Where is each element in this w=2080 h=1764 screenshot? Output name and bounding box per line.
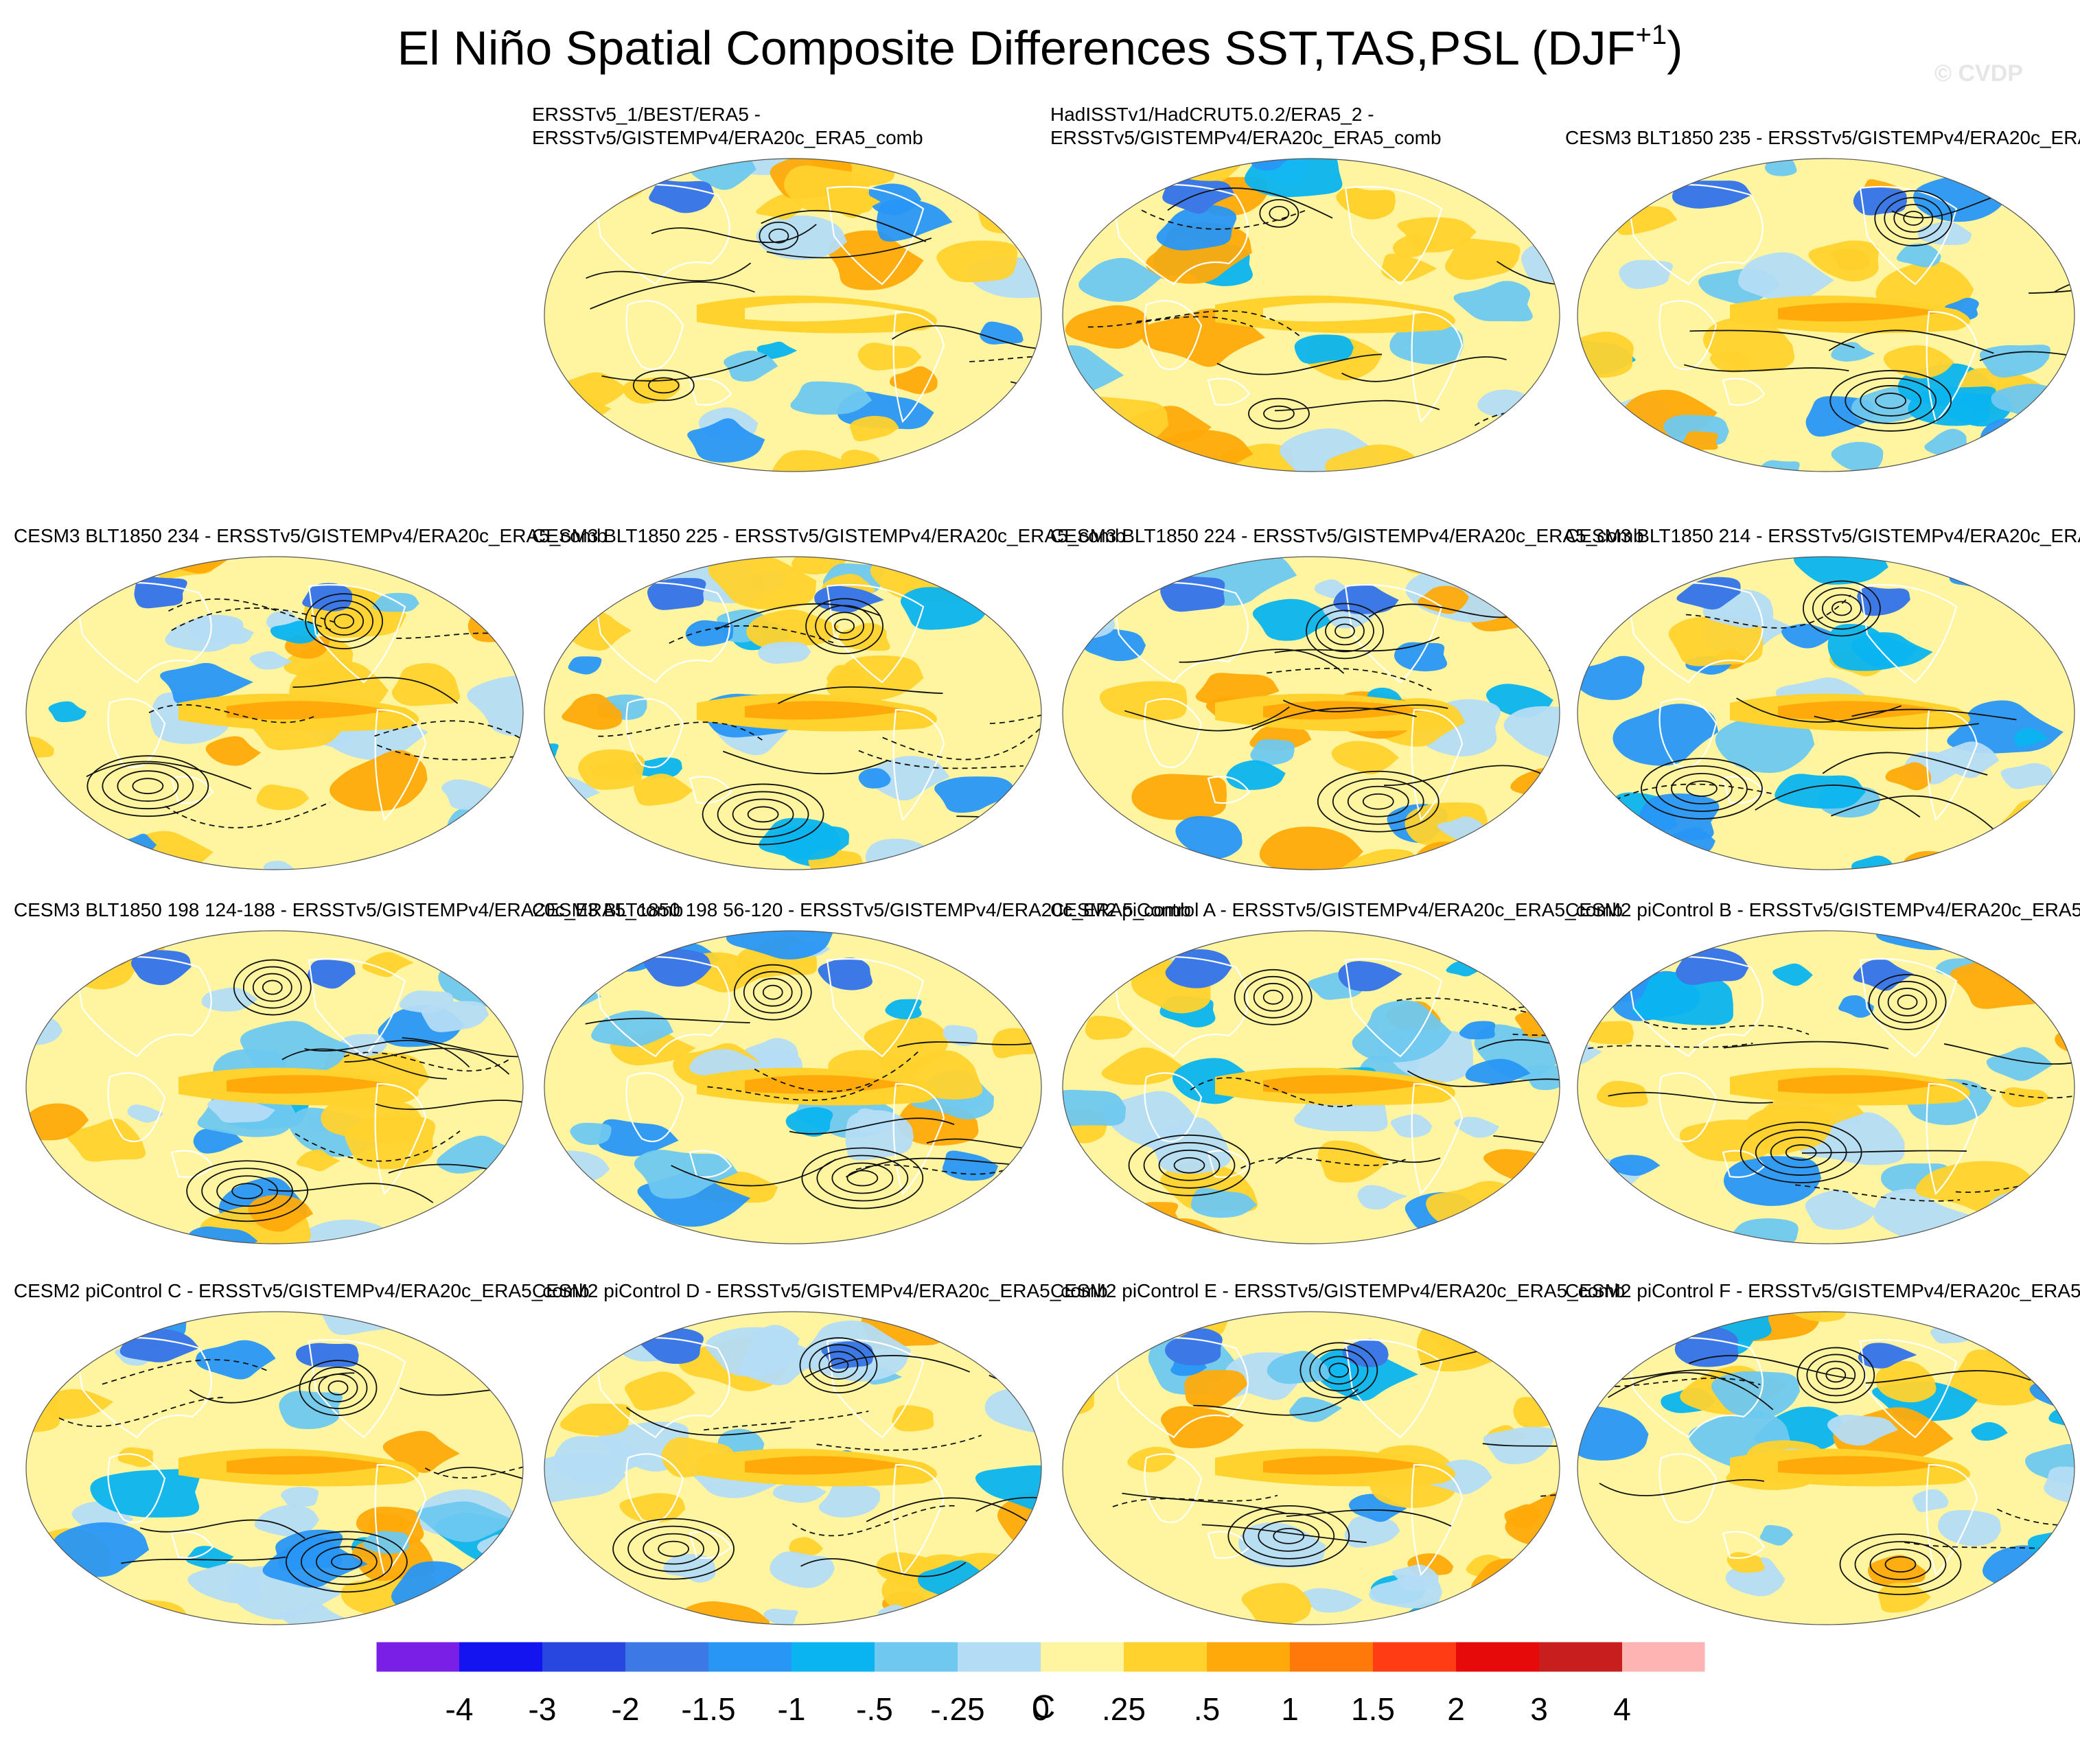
title-close: ) <box>1667 21 1683 75</box>
robinson-map <box>1577 930 2075 1244</box>
colorbar-swatch <box>625 1642 708 1672</box>
panel-title: CESM3 BLT1850 214 - ERSSTv5/GISTEMPv4/ER… <box>1565 524 2080 548</box>
panel-title-line: ERSSTv5/GISTEMPv4/ERA20c_ERA5_comb <box>1050 127 1442 148</box>
colorbar-tick-label: -2 <box>612 1691 640 1727</box>
colorbar-swatch <box>1290 1642 1373 1672</box>
map-panel: CESM3 BLT1850 234 - ERSSTv5/GISTEMPv4/ER… <box>14 501 608 872</box>
title-superscript: +1 <box>1635 20 1667 50</box>
colorbar-tick-label: -4 <box>446 1691 474 1727</box>
colorbar-swatch <box>376 1642 459 1672</box>
map-panel: CESM3 BLT1850 224 - ERSSTv5/GISTEMPv4/ER… <box>1050 501 1644 872</box>
map-panel: CESM2 piControl F - ERSSTv5/GISTEMPv4/ER… <box>1565 1256 2080 1627</box>
colorbar-swatch <box>791 1642 875 1672</box>
panel-title: CESM3 BLT1850 225 - ERSSTv5/GISTEMPv4/ER… <box>532 524 1126 548</box>
colorbar-tick-label: 4 <box>1613 1691 1631 1727</box>
cvdp-watermark: © CVDP <box>1934 60 2023 86</box>
colorbar-swatch <box>1041 1642 1124 1672</box>
map-panel: ERSSTv5_1/BEST/ERA5 - ERSSTv5/GISTEMPv4/E… <box>532 103 1054 474</box>
panel-title-line: CESM3 BLT1850 198 124-188 - ERSSTv5/GIST… <box>14 899 684 920</box>
figure-title: El Niño Spatial Composite Differences SS… <box>0 19 2080 77</box>
colorbar-swatch <box>1373 1642 1456 1672</box>
map-panel: CESM2 piControl D - ERSSTv5/GISTEMPv4/ER… <box>532 1256 1108 1627</box>
robinson-map <box>1062 158 1560 472</box>
colorbar-tick-label: .25 <box>1102 1691 1146 1727</box>
map-panel: CESM2 piControl A - ERSSTv5/GISTEMPv4/ER… <box>1050 875 1623 1246</box>
colorbar-swatch <box>542 1642 625 1672</box>
robinson-map <box>544 158 1042 472</box>
map-panel: CESM2 piControl E - ERSSTv5/GISTEMPv4/ER… <box>1050 1256 1625 1627</box>
panel-title: HadISSTv1/HadCRUT5.0.2/ERA5_2 - ERSSTv5/G… <box>1050 103 1442 150</box>
panel-title-line: CESM3 BLT1850 198 56-120 - ERSSTv5/GISTE… <box>532 899 1191 920</box>
colorbar-tick-label: -1.5 <box>681 1691 735 1727</box>
colorbar-swatch <box>1539 1642 1622 1672</box>
robinson-map <box>25 556 524 870</box>
map-panel: CESM2 piControl C - ERSSTv5/GISTEMPv4/ER… <box>14 1256 590 1627</box>
panel-title-line: CESM2 piControl B - ERSSTv5/GISTEMPv4/ER… <box>1565 899 2080 920</box>
panel-title-line: HadISSTv1/HadCRUT5.0.2/ERA5_2 - <box>1050 104 1374 125</box>
colorbar-tick-label: -.5 <box>856 1691 893 1727</box>
colorbar-swatch <box>1622 1642 1705 1672</box>
panel-title-line: CESM3 BLT1850 225 - ERSSTv5/GISTEMPv4/ER… <box>532 525 1126 546</box>
panel-title-line: CESM3 BLT1850 224 - ERSSTv5/GISTEMPv4/ER… <box>1050 525 1644 546</box>
panel-title: CESM3 BLT1850 198 56-120 - ERSSTv5/GISTE… <box>532 898 1191 922</box>
map-panel: CESM3 BLT1850 198 56-120 - ERSSTv5/GISTE… <box>532 875 1191 1246</box>
panel-title: ERSSTv5_1/BEST/ERA5 - ERSSTv5/GISTEMPv4/E… <box>532 103 923 150</box>
panel-title-line: CESM2 piControl E - ERSSTv5/GISTEMPv4/ER… <box>1050 1280 1626 1301</box>
colorbar-swatch <box>1456 1642 1539 1672</box>
robinson-map <box>1062 556 1560 870</box>
panel-title-line: ERSSTv5_1/BEST/ERA5 - <box>532 104 761 125</box>
colorbar-tick-label: 1 <box>1281 1691 1299 1727</box>
colorbar-tick-label: 3 <box>1530 1691 1548 1727</box>
panel-title: CESM3 BLT1850 224 - ERSSTv5/GISTEMPv4/ER… <box>1050 524 1644 548</box>
panel-title: CESM2 piControl F - ERSSTv5/GISTEMPv4/ER… <box>1565 1279 2080 1303</box>
robinson-map <box>1062 930 1560 1244</box>
panel-title-line: CESM2 piControl D - ERSSTv5/GISTEMPv4/ER… <box>532 1280 1108 1301</box>
colorbar-swatch <box>708 1642 791 1672</box>
colorbar-tick-label: .5 <box>1194 1691 1220 1727</box>
panel-title: CESM2 piControl E - ERSSTv5/GISTEMPv4/ER… <box>1050 1279 1625 1303</box>
colorbar-tick-label: -1 <box>778 1691 806 1727</box>
panel-title-line: CESM2 piControl F - ERSSTv5/GISTEMPv4/ER… <box>1565 1280 2080 1301</box>
robinson-map <box>1062 1311 1560 1625</box>
panel-title: CESM3 BLT1850 235 - ERSSTv5/GISTEMPv4/ER… <box>1565 126 2080 150</box>
panel-title-line: CESM3 BLT1850 214 - ERSSTv5/GISTEMPv4/ER… <box>1565 525 2080 546</box>
colorbar-swatch <box>1124 1642 1207 1672</box>
panel-title-line: ERSSTv5/GISTEMPv4/ERA20c_ERA5_comb <box>532 127 923 148</box>
robinson-map <box>1577 1311 2075 1625</box>
colorbar-tick-label: 2 <box>1447 1691 1465 1727</box>
colorbar-unit: C <box>1031 1689 1056 1726</box>
panel-title: CESM2 piControl A - ERSSTv5/GISTEMPv4/ER… <box>1050 898 1623 922</box>
panel-title: CESM3 BLT1850 234 - ERSSTv5/GISTEMPv4/ER… <box>14 524 608 548</box>
robinson-map <box>1577 158 2075 472</box>
map-panel: CESM2 piControl B - ERSSTv5/GISTEMPv4/ER… <box>1565 875 2080 1246</box>
colorbar-swatch <box>1207 1642 1290 1672</box>
panel-title-line: CESM3 BLT1850 235 - ERSSTv5/GISTEMPv4/ER… <box>1565 127 2080 148</box>
panel-title-line: CESM2 piControl A - ERSSTv5/GISTEMPv4/ER… <box>1050 899 1623 920</box>
colorbar-swatch <box>459 1642 542 1672</box>
panel-title: CESM2 piControl C - ERSSTv5/GISTEMPv4/ER… <box>14 1279 590 1303</box>
panel-title-line: CESM3 BLT1850 234 - ERSSTv5/GISTEMPv4/ER… <box>14 525 608 546</box>
colorbar-swatch <box>875 1642 958 1672</box>
title-main: El Niño Spatial Composite Differences SS… <box>397 21 1636 75</box>
robinson-map <box>25 1311 524 1625</box>
robinson-map <box>544 1311 1042 1625</box>
map-panel: CESM3 BLT1850 235 - ERSSTv5/GISTEMPv4/ER… <box>1565 103 2080 474</box>
robinson-map <box>544 930 1042 1244</box>
robinson-map <box>1577 556 2075 870</box>
colorbar-tick-label: -.25 <box>930 1691 984 1727</box>
panel-title: CESM2 piControl D - ERSSTv5/GISTEMPv4/ER… <box>532 1279 1108 1303</box>
map-panel: CESM3 BLT1850 225 - ERSSTv5/GISTEMPv4/ER… <box>532 501 1126 872</box>
colorbar-swatch <box>958 1642 1041 1672</box>
robinson-map <box>25 930 524 1244</box>
panel-title: CESM3 BLT1850 198 124-188 - ERSSTv5/GIST… <box>14 898 683 922</box>
panel-title: CESM2 piControl B - ERSSTv5/GISTEMPv4/ER… <box>1565 898 2080 922</box>
colorbar-tick-label: 1.5 <box>1351 1691 1395 1727</box>
robinson-map <box>544 556 1042 870</box>
map-panel: HadISSTv1/HadCRUT5.0.2/ERA5_2 - ERSSTv5/G… <box>1050 103 1572 474</box>
panel-title-line: CESM2 piControl C - ERSSTv5/GISTEMPv4/ER… <box>14 1280 590 1301</box>
map-panel: CESM3 BLT1850 198 124-188 - ERSSTv5/GIST… <box>14 875 683 1246</box>
map-panel: CESM3 BLT1850 214 - ERSSTv5/GISTEMPv4/ER… <box>1565 501 2080 872</box>
colorbar-tick-label: -3 <box>529 1691 557 1727</box>
